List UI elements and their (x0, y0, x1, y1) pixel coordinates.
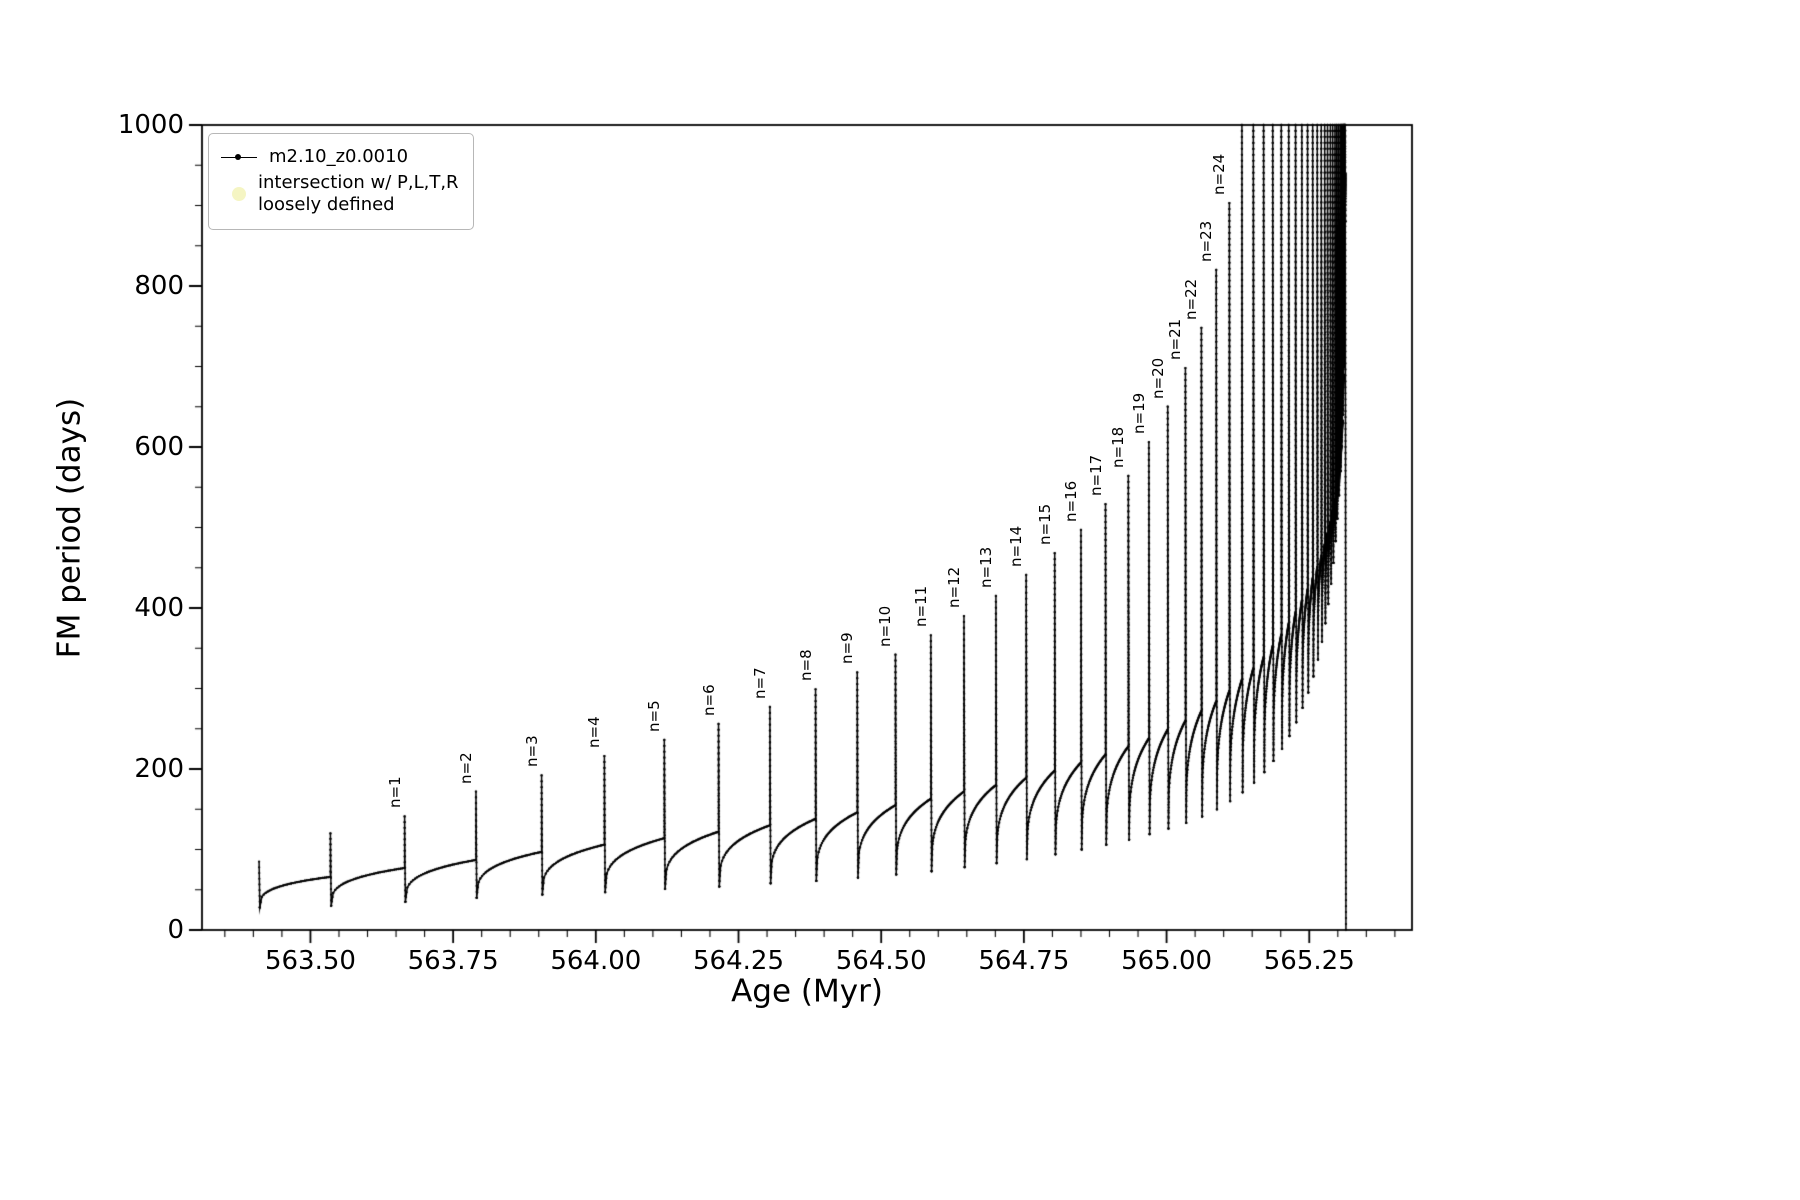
spike-annotation-n11: n=11 (911, 586, 930, 628)
spike-annotation-n5: n=5 (645, 700, 664, 733)
legend-line-sample (221, 153, 257, 160)
spike-annotation-n21: n=21 (1166, 318, 1185, 361)
spike-annotation-n20: n=20 (1148, 357, 1167, 399)
spike-annotation-n3: n=3 (522, 735, 541, 768)
spike-annotation-n8: n=8 (796, 649, 815, 682)
spike-annotation-n19: n=19 (1129, 392, 1148, 435)
y-tick-label: 400 (134, 593, 184, 623)
spike-annotation-n24: n=24 (1210, 153, 1229, 196)
spike-annotation-n15: n=15 (1035, 504, 1054, 546)
spike-annotation-n10: n=10 (876, 605, 895, 647)
legend-intersection-line1: intersection w/ P,L,T,R (258, 171, 459, 193)
spike-annotation-n18: n=18 (1109, 426, 1128, 468)
y-tick-label: 1000 (117, 110, 184, 140)
spike-annotation-n9: n=9 (838, 632, 857, 665)
y-tick-label: 0 (167, 915, 184, 945)
x-axis-label: Age (Myr) (731, 973, 883, 1010)
legend: m2.10_z0.0010 intersection w/ P,L,T,R lo… (208, 133, 474, 230)
spike-annotation-n14: n=14 (1007, 525, 1026, 567)
spike-annotation-n23: n=23 (1197, 220, 1216, 262)
x-tick-label: 565.25 (1263, 946, 1355, 976)
spike-annotation-n6: n=6 (699, 684, 718, 716)
spike-annotation-n17: n=17 (1086, 454, 1105, 497)
spike-annotation-n1: n=1 (385, 776, 404, 809)
legend-intersection-marker-icon (232, 187, 246, 201)
legend-entry-intersection: intersection w/ P,L,T,R loosely defined (221, 172, 459, 217)
spike-annotation-n2: n=2 (456, 751, 475, 784)
y-tick-label: 600 (134, 432, 184, 462)
legend-intersection-line2: loosely defined (258, 194, 395, 215)
legend-line-marker-icon (235, 153, 241, 160)
x-tick-label: 565.00 (1121, 946, 1213, 976)
x-tick-label: 563.50 (264, 946, 356, 976)
spike-annotation-n22: n=22 (1182, 278, 1201, 320)
legend-series-label: m2.10_z0.0010 (269, 146, 409, 167)
y-tick-label: 800 (134, 271, 184, 301)
y-tick-label: 200 (134, 754, 184, 784)
x-tick-label: 563.75 (407, 946, 499, 976)
legend-intersection-label: intersection w/ P,L,T,R loosely defined (258, 172, 459, 217)
spike-annotation-n16: n=16 (1061, 480, 1080, 522)
spike-annotation-n7: n=7 (750, 667, 769, 699)
spike-annotation-n12: n=12 (944, 566, 963, 609)
x-tick-label: 564.25 (693, 946, 784, 976)
x-tick-label: 564.50 (835, 946, 927, 976)
spike-annotation-n4: n=4 (585, 716, 604, 749)
x-tick-label: 564.00 (550, 946, 642, 976)
legend-entry-series: m2.10_z0.0010 (221, 146, 459, 169)
y-axis-label: FM period (days) (51, 397, 88, 658)
x-tick-label: 564.75 (978, 946, 1070, 976)
spike-annotation-n13: n=13 (976, 546, 995, 588)
